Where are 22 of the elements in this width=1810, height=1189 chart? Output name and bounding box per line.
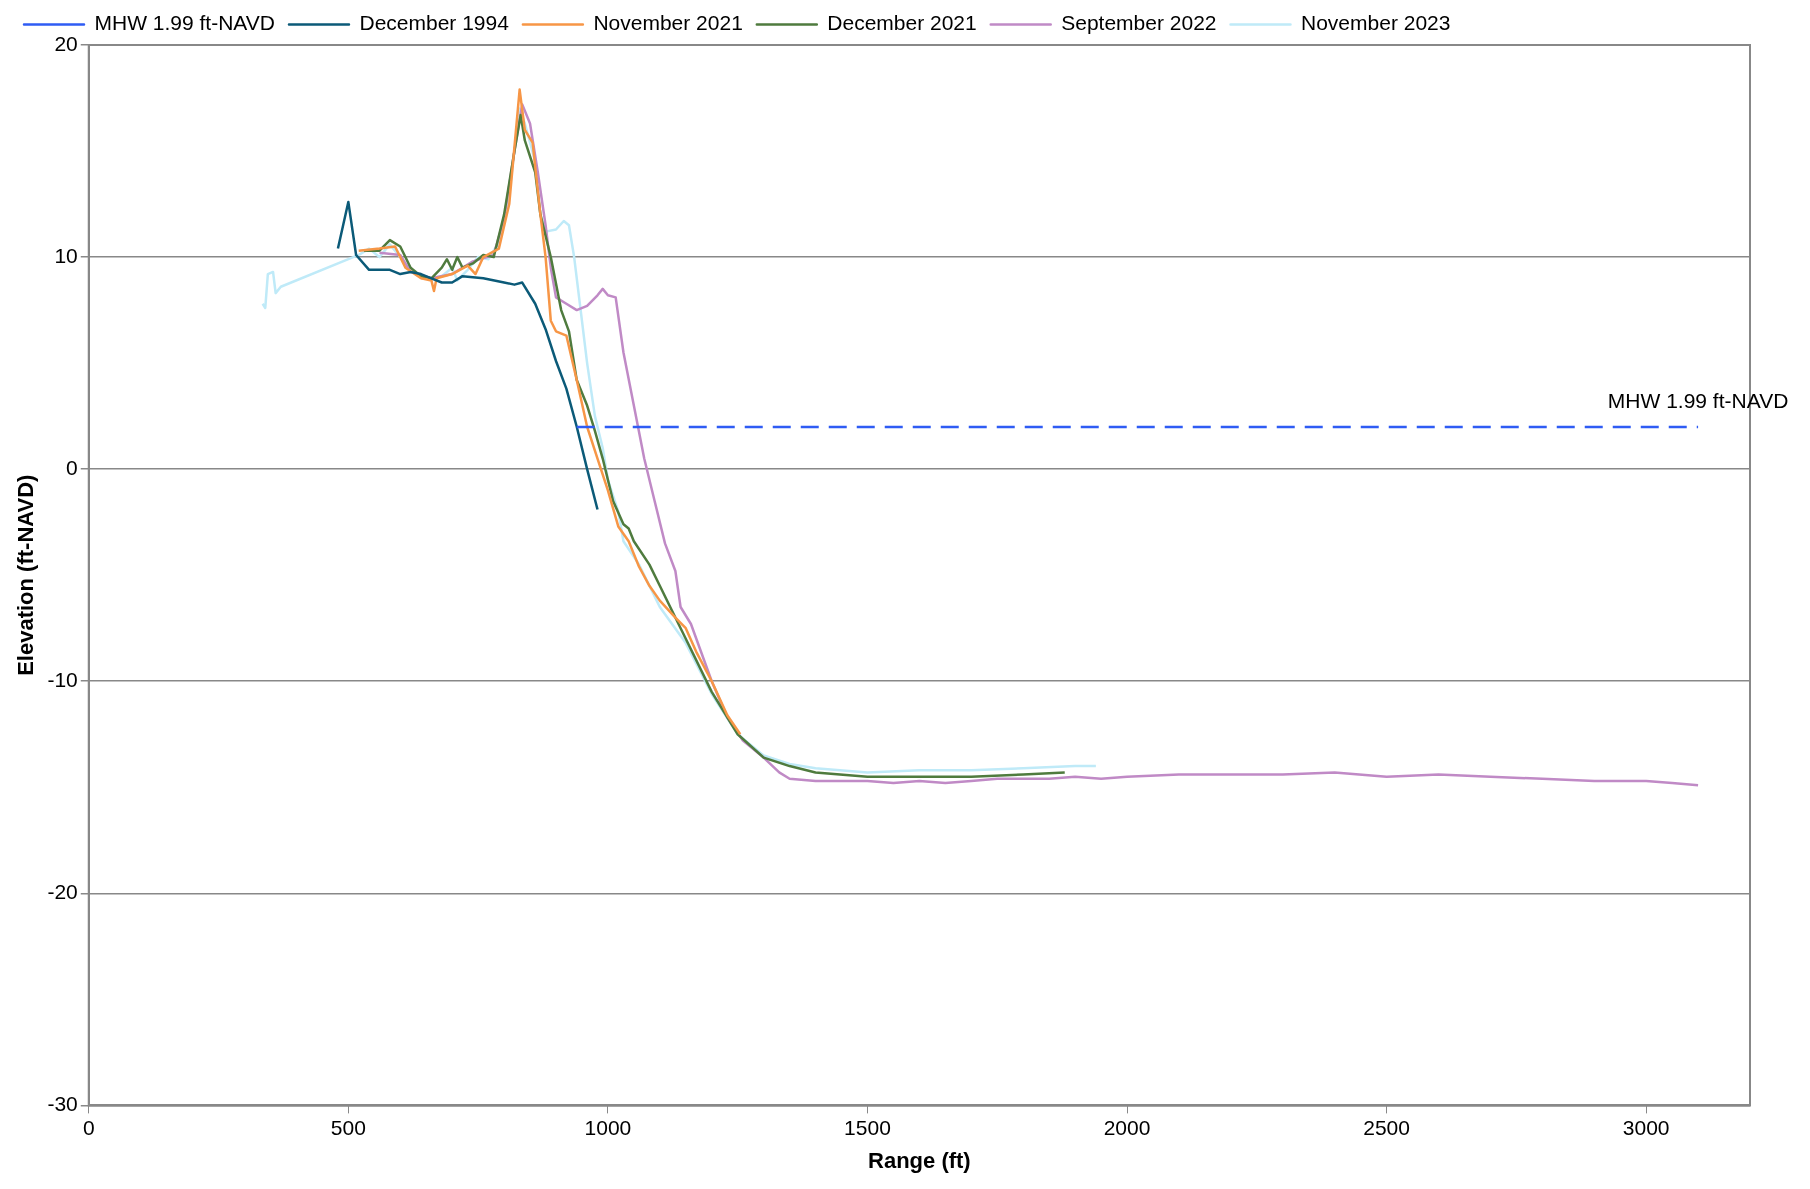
y-tick-label: -20 [47,880,78,904]
legend-label: December 1994 [359,11,510,35]
y-tick-label: 10 [54,243,78,267]
legend-label: September 2022 [1061,11,1217,35]
x-tick-label: 3000 [1622,1115,1670,1139]
x-tick-label: 0 [82,1115,95,1139]
y-tick-label: -10 [47,668,78,692]
x-axis-title: Range (ft) [868,1147,971,1173]
legend-label: November 2021 [593,11,743,35]
y-tick-label: 0 [66,455,78,479]
y-tick-label: -30 [47,1092,78,1116]
annotation: MHW 1.99 ft-NAVD [1607,389,1789,413]
x-tick-label: 2500 [1363,1115,1410,1139]
y-tick-label: 20 [54,31,78,55]
y-axis-title: Elevation (ft-NAVD) [13,474,39,676]
x-tick-label: 2000 [1103,1115,1151,1139]
legend-label: November 2023 [1301,11,1451,35]
legend-label: December 2021 [827,11,977,35]
x-tick-label: 1000 [584,1115,632,1139]
legend-label: MHW 1.99 ft-NAVD [94,11,275,35]
x-tick-label: 500 [330,1115,366,1139]
x-tick-label: 1500 [844,1115,891,1139]
